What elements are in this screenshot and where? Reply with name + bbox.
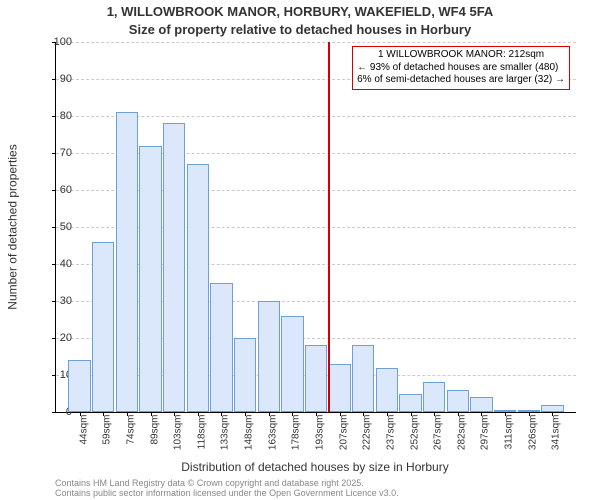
histogram-bar: [92, 242, 114, 412]
histogram-bar: [328, 364, 350, 412]
footnote-line1: Contains HM Land Registry data © Crown c…: [55, 478, 399, 488]
annotation-line: ← 93% of detached houses are smaller (48…: [357, 62, 565, 75]
histogram-bar: [116, 112, 138, 412]
annotation-box: 1 WILLOWBROOK MANOR: 212sqm← 93% of deta…: [352, 46, 570, 90]
histogram-bar: [447, 390, 469, 412]
y-tick-label: 20: [42, 332, 72, 344]
histogram-bar: [163, 123, 185, 412]
annotation-line: 1 WILLOWBROOK MANOR: 212sqm: [357, 49, 565, 62]
histogram-bar: [518, 410, 540, 412]
histogram-bar: [305, 345, 327, 412]
footnote-line2: Contains public sector information licen…: [55, 488, 399, 498]
y-tick-label: 70: [42, 147, 72, 159]
histogram-bar: [399, 394, 421, 413]
chart-title-line2: Size of property relative to detached ho…: [0, 22, 600, 37]
histogram-bar: [187, 164, 209, 412]
y-tick-label: 100: [42, 36, 72, 48]
histogram-bar: [423, 382, 445, 412]
histogram-bar: [376, 368, 398, 412]
gridline-h: [56, 42, 576, 43]
y-tick-label: 90: [42, 73, 72, 85]
y-tick-label: 80: [42, 110, 72, 122]
histogram-bar: [470, 397, 492, 412]
histogram-bar: [258, 301, 280, 412]
marker-line: [328, 42, 330, 412]
y-axis-label: Number of detached properties: [6, 42, 20, 412]
histogram-bar: [541, 405, 563, 412]
footnote: Contains HM Land Registry data © Crown c…: [55, 478, 399, 499]
histogram-bar: [234, 338, 256, 412]
histogram-bar: [352, 345, 374, 412]
y-tick-label: 40: [42, 258, 72, 270]
chart-title-line1: 1, WILLOWBROOK MANOR, HORBURY, WAKEFIELD…: [0, 4, 600, 19]
plot-area: 44sqm59sqm74sqm89sqm103sqm118sqm133sqm14…: [55, 42, 576, 413]
histogram-bar: [68, 360, 90, 412]
x-axis-label: Distribution of detached houses by size …: [55, 460, 575, 474]
y-tick-label: 50: [42, 221, 72, 233]
histogram-bar: [494, 410, 516, 412]
y-tick-label: 30: [42, 295, 72, 307]
y-tick-label: 60: [42, 184, 72, 196]
annotation-line: 6% of semi-detached houses are larger (3…: [357, 74, 565, 87]
histogram-bar: [139, 146, 161, 412]
histogram-bar: [281, 316, 303, 412]
histogram-bar: [210, 283, 232, 413]
chart-container: 1, WILLOWBROOK MANOR, HORBURY, WAKEFIELD…: [0, 0, 600, 500]
